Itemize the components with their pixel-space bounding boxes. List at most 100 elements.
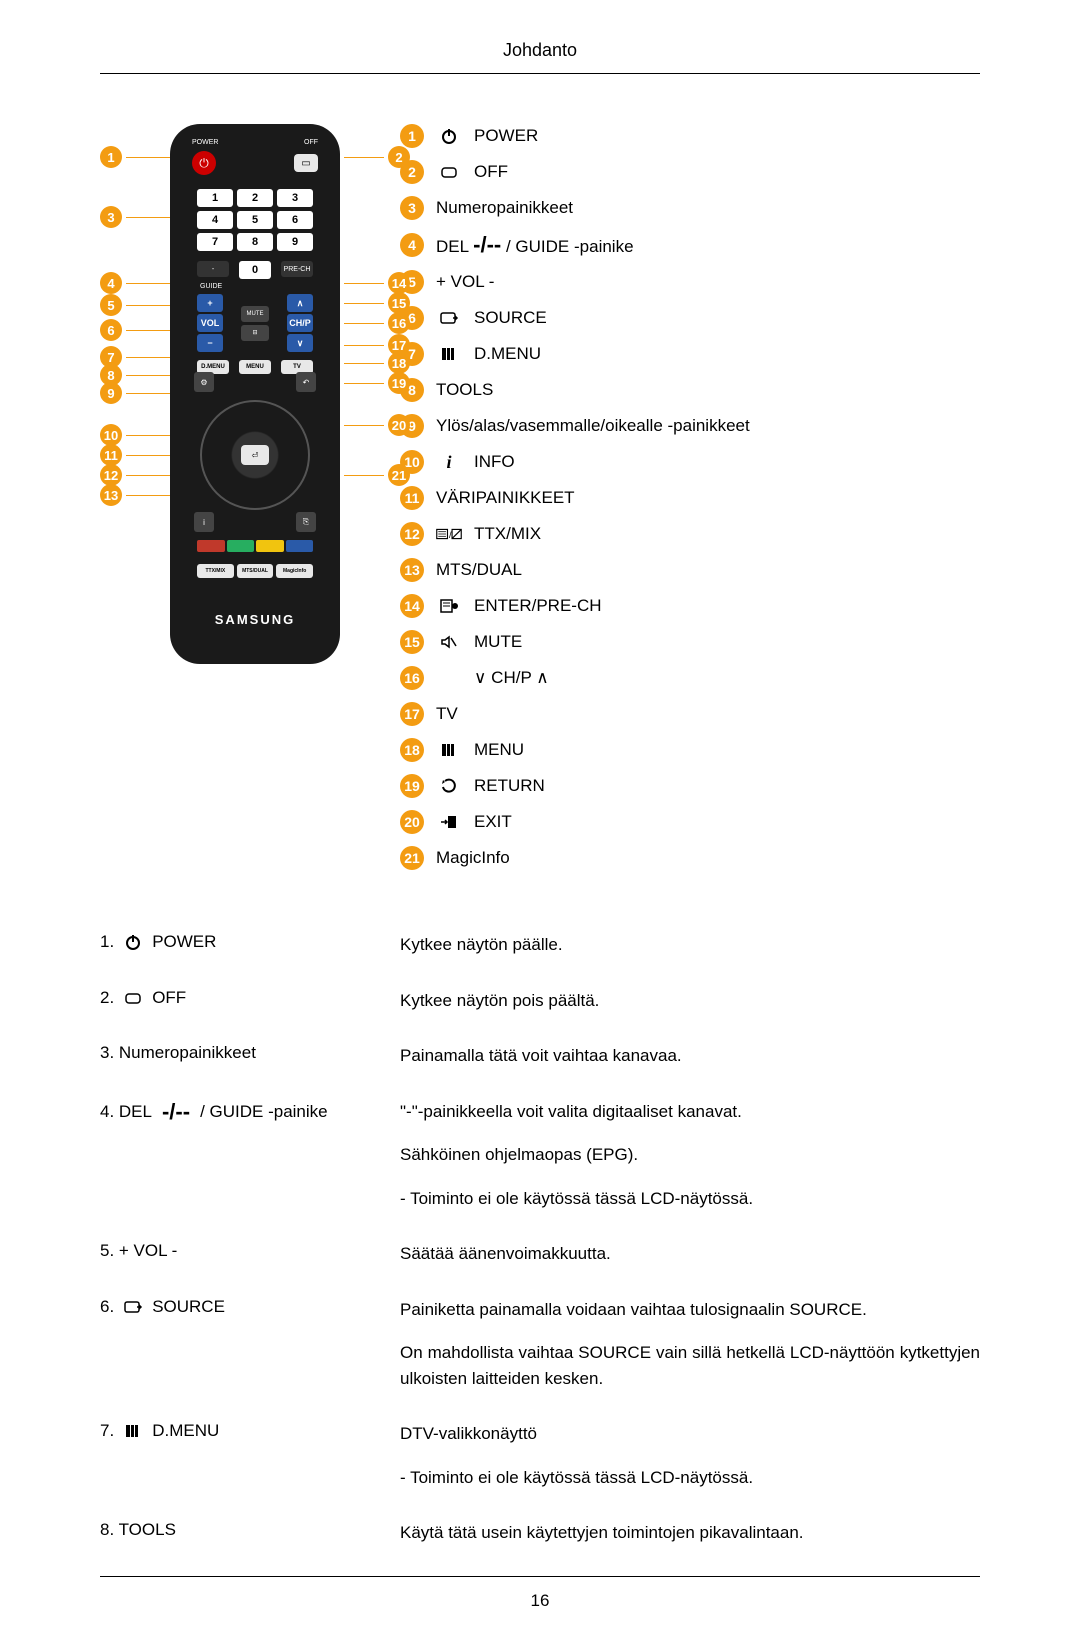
desc-para: Painiketta painamalla voidaan vaihtaa tu… [400,1297,980,1323]
desc-label: 1. POWER [100,932,370,952]
callout-line [126,375,176,376]
blue-button [286,540,314,552]
desc-para: - Toiminto ei ole käytössä tässä LCD-näy… [400,1186,980,1212]
number-grid: 123456789 [182,183,328,257]
legend-item-20: 20 EXIT [400,810,980,834]
num-4: 4 [197,211,233,229]
callout-line [344,425,384,426]
num-6: 6 [277,211,313,229]
callout-num-19: 19 [388,372,410,394]
prech-button: PRE-CH [281,261,313,277]
callout-num-11: 11 [100,444,122,466]
desc-label: 4. DEL -/-- / GUIDE -painike [100,1099,370,1125]
legend-item-1: 1POWER [400,124,980,148]
num-7: 7 [197,233,233,251]
desc-para: Painamalla tätä voit vaihtaa kanavaa. [400,1043,980,1069]
legend-item-21: 21MagicInfo [400,846,980,870]
legend-num: 20 [400,810,424,834]
callout-line [344,475,384,476]
legend-item-3: 3Numeropainikkeet [400,196,980,220]
callout-11: 11 [100,444,176,466]
legend-num: 14 [400,594,424,618]
page-header: Johdanto [100,40,980,74]
source-button: ⊟ [241,325,269,341]
desc-para: - Toiminto ei ole käytössä tässä LCD-näy… [400,1465,980,1491]
callout-line [126,330,176,331]
callout-num-20: 20 [388,414,410,436]
callout-line [126,157,176,158]
callout-line [126,283,176,284]
legend-text: MTS/DUAL [436,560,522,580]
off-button: ▭ [294,154,318,172]
callout-line [126,393,176,394]
callout-4: 4 [100,272,176,294]
callout-2: 2 [344,146,410,168]
legend-item-15: 15MUTE [400,630,980,654]
desc-label: 3. Numeropainikkeet [100,1043,370,1063]
callout-line [344,345,384,346]
ch-down: ∨ [287,334,313,352]
yellow-button [256,540,284,552]
legend-text: MagicInfo [436,848,510,868]
legend-num: 19 [400,774,424,798]
callout-line [344,323,384,324]
desc-para: Kytkee näytön päälle. [400,932,980,958]
legend-item-4: 4DEL -/-- / GUIDE -painike [400,232,980,258]
desc-para: Käytä tätä usein käytettyjen toimintojen… [400,1520,980,1546]
num-2: 2 [237,189,273,207]
legend-text: + VOL - [436,272,494,292]
callout-line [344,157,384,158]
legend-item-8: 8TOOLS [400,378,980,402]
legend-text: EXIT [474,812,512,832]
legend-item-14: 14ENTER/PRE-CH [400,594,980,618]
desc-text: Kytkee näytön päälle. [400,932,980,958]
legend-text: D.MENU [474,344,541,364]
legend-text: SOURCE [474,308,547,328]
legend-item-16: 16∨ CH/P ∧ [400,666,980,690]
menu-button: MENU [239,360,271,374]
desc-row-5: 5. + VOL -Säätää äänenvoimakkuutta. [100,1241,980,1267]
desc-text: "-"-painikkeella voit valita digitaalise… [400,1099,980,1212]
legend-num: 17 [400,702,424,726]
callout-20: 20 [344,414,410,436]
remote-body: POWER OFF ⏻ ▭ 123456789 - 0 PRE-CH GUIDE… [170,124,340,664]
legend-num: 13 [400,558,424,582]
legend-text: Numeropainikkeet [436,198,573,218]
num-3: 3 [277,189,313,207]
callout-line [126,305,176,306]
desc-row-1: 1. POWER Kytkee näytön päälle. [100,932,980,958]
dmenu-icon [436,741,462,759]
legend-text: Ylös/alas/vasemmalle/oikealle -painikkee… [436,416,750,436]
mute-icon [436,633,462,651]
desc-text: DTV-valikkonäyttö- Toiminto ei ole käytö… [400,1421,980,1490]
callout-num-9: 9 [100,382,122,404]
callout-1: 1 [100,146,176,168]
legend-text: DEL -/-- / GUIDE -painike [436,232,634,258]
num-1: 1 [197,189,233,207]
legend-item-11: 11VÄRIPAINIKKEET [400,486,980,510]
legend-item-7: 7D.MENU [400,342,980,366]
legend-item-5: 5+ VOL - [400,270,980,294]
desc-row-2: 2. OFFKytkee näytön pois päältä. [100,988,980,1014]
callout-9: 9 [100,382,176,404]
legend-text: RETURN [474,776,545,796]
desc-para: Säätää äänenvoimakkuutta. [400,1241,980,1267]
callout-num-15: 15 [388,292,410,314]
legend-column: 1POWER2OFF3Numeropainikkeet4DEL -/-- / G… [400,124,980,882]
callout-num-5: 5 [100,294,122,316]
return-icon [436,777,462,795]
callout-num-4: 4 [100,272,122,294]
desc-para: Kytkee näytön pois päältä. [400,988,980,1014]
legend-item-17: 17TV [400,702,980,726]
power-button: ⏻ [192,151,216,175]
callout-line [126,495,176,496]
tools-icon-button: ⚙ [194,372,214,392]
legend-item-6: 6SOURCE [400,306,980,330]
desc-row-8: 8. TOOLSKäytä tätä usein käytettyjen toi… [100,1520,980,1546]
legend-text: POWER [474,126,538,146]
desc-text: Painamalla tätä voit vaihtaa kanavaa. [400,1043,980,1069]
legend-item-18: 18MENU [400,738,980,762]
del-button: - [197,261,229,277]
callout-line [126,455,176,456]
dmenu-icon [120,1422,146,1440]
